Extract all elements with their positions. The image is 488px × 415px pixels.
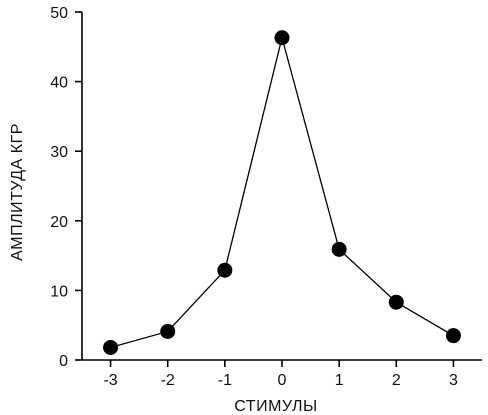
y-tick-label: 30: [50, 144, 68, 161]
y-ticks: 0 10 20 30 40 50: [50, 5, 82, 370]
y-tick-label: 50: [50, 5, 68, 22]
y-tick-label: 20: [50, 214, 68, 231]
x-tick-label: -3: [103, 372, 117, 389]
x-ticks: -3 -2 -1 0 1 2 3: [103, 360, 458, 389]
data-point: [331, 241, 347, 257]
data-point: [160, 323, 176, 339]
data-point: [445, 328, 461, 344]
x-tick-label: -2: [161, 372, 175, 389]
x-tick-label: 1: [335, 372, 344, 389]
series-layer: [103, 30, 461, 355]
data-point: [274, 30, 290, 46]
y-tick-label: 0: [59, 353, 68, 370]
x-tick-label: 2: [392, 372, 401, 389]
x-tick-label: 0: [278, 372, 287, 389]
x-tick-label: 3: [449, 372, 458, 389]
axes: [81, 12, 482, 361]
x-axis-title: СТИМУЛЫ: [234, 398, 317, 415]
y-tick-label: 40: [50, 75, 68, 92]
data-point: [217, 262, 233, 278]
data-point: [388, 294, 404, 310]
x-tick-label: -1: [218, 372, 232, 389]
y-axis-title: АМПЛИТУДА КГР: [9, 123, 26, 261]
data-point: [103, 339, 119, 355]
y-tick-label: 10: [50, 283, 68, 300]
